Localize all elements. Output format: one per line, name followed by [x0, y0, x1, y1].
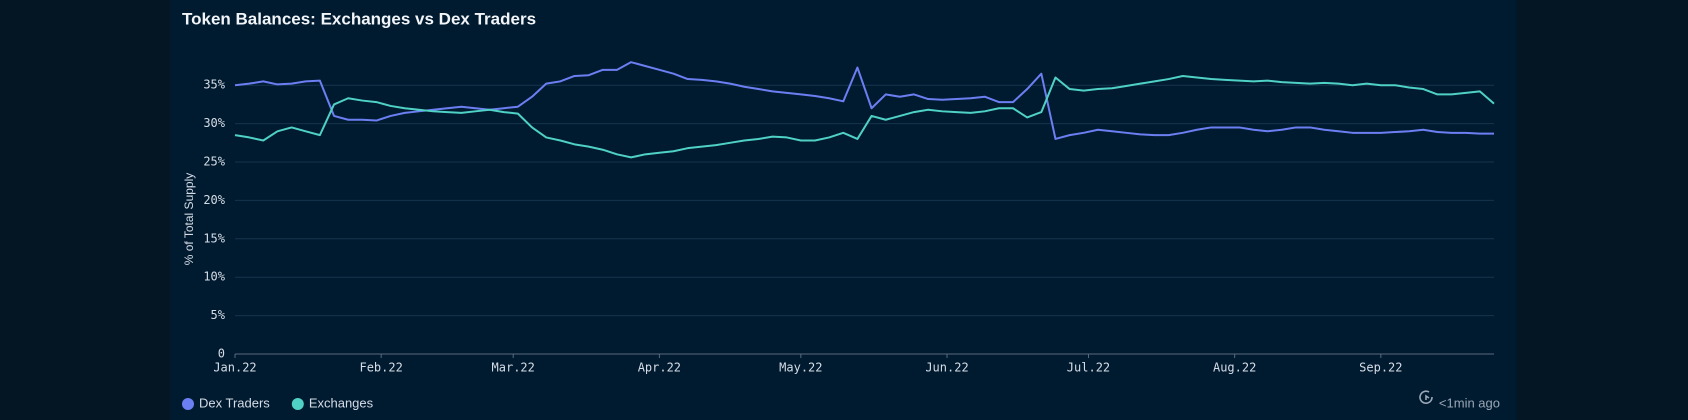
- y-tick-label: 25%: [203, 155, 225, 169]
- y-tick-label: 35%: [203, 78, 225, 92]
- y-tick-label: 10%: [203, 270, 225, 284]
- chart-title: Token Balances: Exchanges vs Dex Traders: [182, 9, 536, 28]
- series-line: [234, 61, 1494, 140]
- y-tick-label: 0: [218, 347, 225, 361]
- x-tick-label: Jan.22: [213, 361, 256, 375]
- x-tick-label: Jun.22: [925, 361, 968, 375]
- y-tick-label: 5%: [211, 308, 226, 322]
- y-tick-label: 30%: [203, 116, 225, 130]
- x-tick-label: Apr.22: [638, 361, 681, 375]
- x-tick-label: Jul.22: [1067, 361, 1110, 375]
- series-line: [234, 74, 1495, 159]
- x-tick-label: Aug.22: [1213, 361, 1256, 375]
- x-tick-label: Feb.22: [359, 361, 402, 375]
- x-tick-label: Mar.22: [492, 361, 535, 375]
- updated-time: <1min ago: [1439, 395, 1500, 410]
- legend-label: Dex Traders: [199, 395, 270, 410]
- refresh-icon: [1419, 390, 1433, 404]
- legend-label: Exchanges: [309, 395, 374, 410]
- y-tick-label: 20%: [203, 193, 225, 207]
- y-tick-label: 15%: [203, 231, 225, 245]
- panel: [170, 0, 1516, 420]
- legend-swatch: [291, 398, 304, 410]
- x-tick-label: Sep.22: [1359, 361, 1402, 375]
- legend-swatch: [182, 398, 194, 410]
- y-axis-title: % of Total Supply: [182, 173, 196, 266]
- x-tick-label: May.22: [779, 361, 822, 375]
